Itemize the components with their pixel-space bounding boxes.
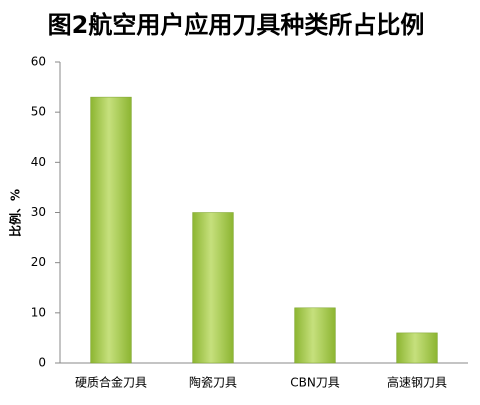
bar [90,96,132,364]
bar [192,212,234,364]
y-tick-label: 0 [38,356,46,370]
y-axis-label: 比例、% [8,189,23,237]
y-tick-label: 30 [31,205,46,219]
y-tick-label: 50 [31,105,46,119]
y-tick-label: 40 [31,155,46,169]
x-tick-label: 陶瓷刀具 [189,375,237,390]
y-tick-label: 60 [31,55,46,69]
bar [294,307,336,364]
chart-title: 图2航空用户应用刀具种类所占比例 [48,11,425,39]
bar [396,332,438,364]
x-tick-label: 高速钢刀具 [387,375,447,390]
y-tick-label: 10 [31,305,46,319]
x-tick-label: 硬质合金刀具 [75,375,147,390]
x-tick-label: CBN刀具 [290,376,340,390]
y-tick-label: 20 [31,255,46,269]
